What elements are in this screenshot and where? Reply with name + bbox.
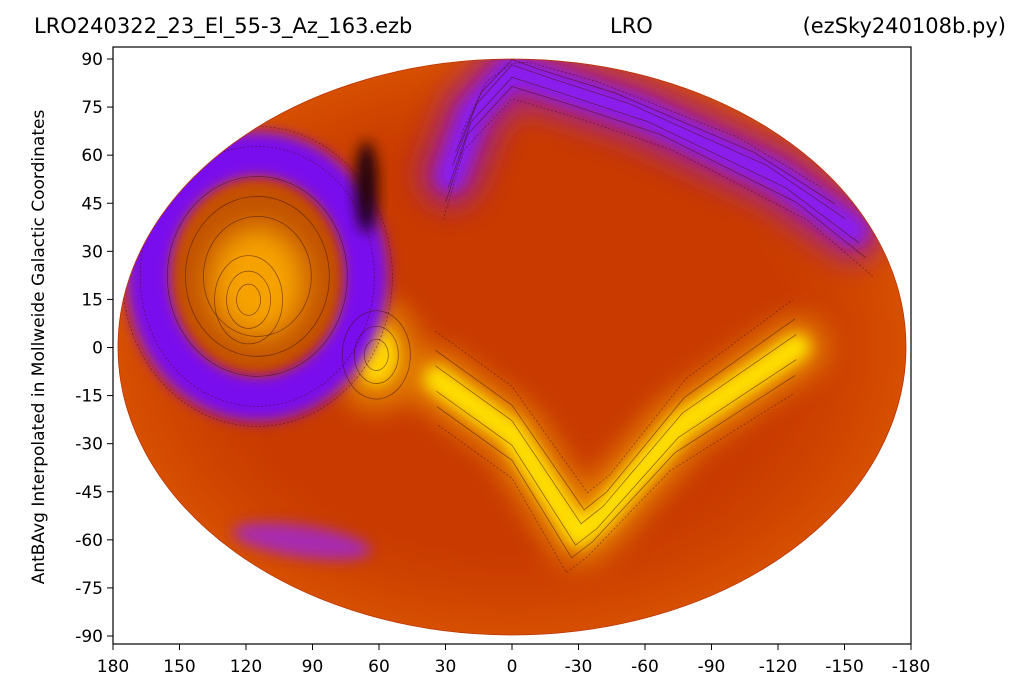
x-tick-label: 30: [435, 657, 457, 677]
contour-line: [140, 146, 375, 407]
y-tick-label: -60: [75, 531, 103, 551]
y-tick-label: -30: [75, 435, 103, 455]
heat-features: [126, 59, 884, 565]
contour-line: [226, 270, 271, 329]
chart-title-left: LRO240322_23_El_55-3_Az_163.ezb: [34, 14, 412, 39]
cold-ring: [126, 131, 389, 422]
y-tick-label: 45: [81, 194, 103, 214]
contour-line: [185, 196, 330, 357]
contour-line: [122, 126, 393, 427]
x-tick-label: -30: [565, 657, 593, 677]
contour-line: [436, 359, 797, 546]
y-tick-label: 15: [81, 290, 103, 310]
map-outline: [117, 58, 907, 636]
contour-line: [442, 98, 874, 277]
x-tick-label: -90: [698, 657, 726, 677]
contour-line: [236, 283, 261, 316]
contour-line: [452, 64, 846, 220]
x-tick-label: -60: [631, 657, 659, 677]
axis-ticks: 180 150 120 90 60 30 0 -30 -60 -90 -120 -150 -180907…: [75, 50, 930, 677]
dark-core: [355, 140, 378, 233]
contour-line: [445, 86, 867, 259]
y-axis-label: AntBAvg Interpolated in Mollweide Galact…: [29, 110, 49, 585]
y-tick-label: 90: [81, 50, 103, 70]
y-tick-label: 60: [81, 146, 103, 166]
x-tick-label: 0: [507, 657, 518, 677]
contour-line: [459, 61, 822, 188]
contour-line: [341, 310, 411, 400]
contour-line: [214, 255, 283, 345]
chart-title-center: LRO: [610, 14, 653, 38]
contour-line: [435, 334, 797, 525]
chart-title-right: (ezSky240108b.py): [803, 14, 1006, 38]
y-tick-label: -15: [75, 387, 103, 407]
x-tick-label: 120: [230, 657, 262, 677]
hot-ridge: [422, 334, 810, 548]
y-tick-label: 30: [81, 242, 103, 262]
contour-line: [363, 338, 389, 371]
cold-band: [232, 522, 372, 560]
x-tick-label: 180: [97, 657, 129, 677]
contour-line: [447, 76, 860, 243]
y-tick-label: -45: [75, 483, 103, 503]
y-tick-label: 75: [81, 98, 103, 118]
y-tick-label: 0: [92, 339, 103, 359]
contour-line: [353, 325, 399, 384]
ring-hot-core: [209, 226, 306, 339]
contour-lines: [122, 59, 874, 574]
cold-arc: [436, 59, 867, 245]
x-tick-label: -120: [759, 657, 798, 677]
contour-line: [435, 318, 796, 511]
mollweide-map: [118, 59, 906, 635]
contour-line: [203, 216, 312, 337]
x-tick-label: 90: [302, 657, 324, 677]
x-tick-label: -180: [892, 657, 931, 677]
x-tick-label: -150: [825, 657, 864, 677]
y-tick-label: -75: [75, 579, 103, 599]
x-tick-label: 150: [163, 657, 195, 677]
x-tick-label: 60: [368, 657, 390, 677]
contour-line: [167, 176, 348, 377]
contour-line: [438, 393, 793, 574]
y-tick-label: -90: [75, 627, 103, 647]
contour-line: [436, 375, 796, 559]
